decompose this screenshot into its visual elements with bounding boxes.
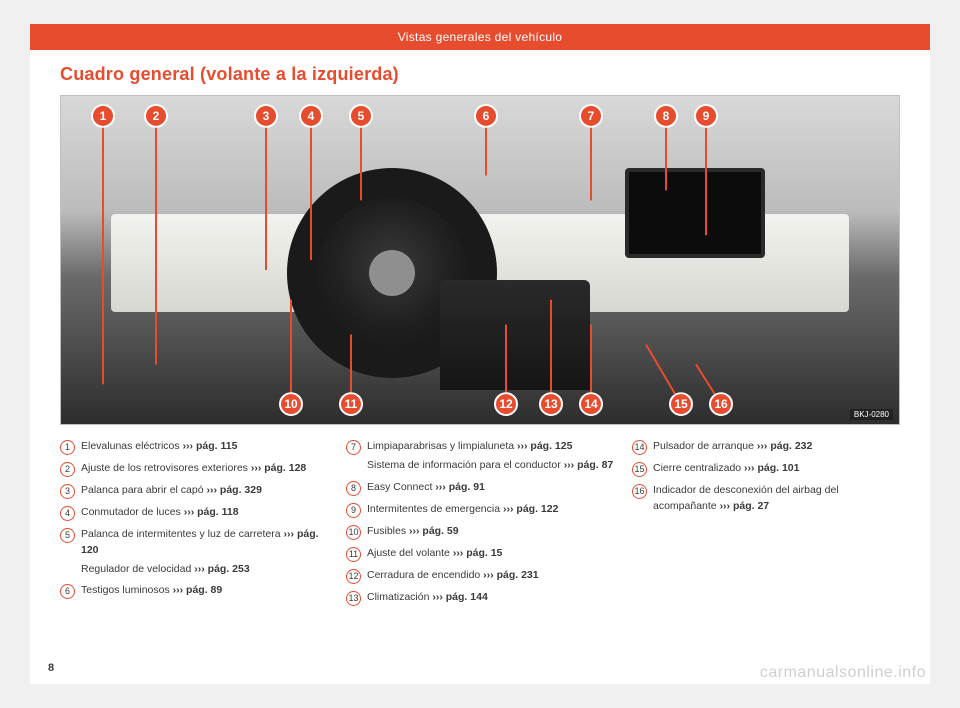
legend-subitem: Regulador de velocidad ››› pág. 253 (60, 562, 328, 578)
legend-text: Cierre centralizado ››› pág. 101 (653, 461, 900, 477)
page-ref: ››› pág. 128 (251, 462, 306, 474)
watermark: carmanualsonline.info (760, 664, 926, 682)
page-ref: ››› pág. 15 (453, 547, 503, 559)
center-console (440, 280, 590, 390)
legend-badge: 2 (60, 462, 75, 477)
legend-text: Fusibles ››› pág. 59 (367, 524, 614, 540)
legend-text: Limpiaparabrisas y limpialuneta ››› pág.… (367, 439, 614, 455)
legend-badge: 1 (60, 440, 75, 455)
svg-text:14: 14 (584, 397, 598, 411)
page-ref: ››› pág. 89 (173, 584, 223, 596)
page-ref: ››› pág. 144 (432, 591, 487, 603)
legend-col-1: 1 Elevalunas eléctricos ››› pág. 115 2 Ajus… (60, 439, 328, 612)
legend-item: 14 Pulsador de arranque ››› pág. 232 (632, 439, 900, 455)
legend-text: Cerradura de encendido ››› pág. 231 (367, 568, 614, 584)
legend-item: 12 Cerradura de encendido ››› pág. 231 (346, 568, 614, 584)
legend-badge: 10 (346, 525, 361, 540)
legend-item: 8 Easy Connect ››› pág. 91 (346, 480, 614, 496)
legend-badge: 11 (346, 547, 361, 562)
legend-badge: 3 (60, 484, 75, 499)
legend-badge: 4 (60, 506, 75, 521)
legend-item: 3 Palanca para abrir el capó ››› pág. 329 (60, 483, 328, 499)
svg-text:6: 6 (483, 109, 490, 123)
figure-code: BKJ-0280 (850, 409, 893, 420)
legend-item: 4 Conmutador de luces ››› pág. 118 (60, 505, 328, 521)
page-ref: ››› pág. 91 (435, 481, 485, 493)
legend-text: Elevalunas eléctricos ››› pág. 115 (81, 439, 328, 455)
legend-badge: 8 (346, 481, 361, 496)
section-header: Vistas generales del vehículo (30, 24, 930, 50)
legend-text: Indicador de desconexión del airbag del … (653, 483, 900, 515)
legend-col-3: 14 Pulsador de arranque ››› pág. 232 15 Cie… (632, 439, 900, 612)
legend-badge: 7 (346, 440, 361, 455)
legend-item: 5 Palanca de intermitentes y luz de carre… (60, 527, 328, 559)
legend-badge: 14 (632, 440, 647, 455)
legend-item: 6 Testigos luminosos ››› pág. 89 (60, 583, 328, 599)
legend-text: Conmutador de luces ››› pág. 118 (81, 505, 328, 521)
legend-item: 13 Climatización ››› pág. 144 (346, 590, 614, 606)
svg-text:8: 8 (663, 109, 670, 123)
legend-col-2: 7 Limpiaparabrisas y limpialuneta ››› pág… (346, 439, 614, 612)
svg-text:15: 15 (674, 397, 688, 411)
svg-text:4: 4 (308, 109, 315, 123)
svg-text:5: 5 (358, 109, 365, 123)
legend-text: Palanca para abrir el capó ››› pág. 329 (81, 483, 328, 499)
page-ref: ››› pág. 125 (517, 440, 572, 452)
page-title: Cuadro general (volante a la izquierda) (30, 50, 930, 95)
legend-text: Intermitentes de emergencia ››› pág. 122 (367, 502, 614, 518)
svg-text:9: 9 (703, 109, 710, 123)
legend-badge: 6 (60, 584, 75, 599)
legend-text: Pulsador de arranque ››› pág. 232 (653, 439, 900, 455)
legend-subitem: Sistema de información para el conductor… (346, 458, 614, 474)
page-ref: ››› pág. 231 (483, 569, 538, 581)
legend-item: 10 Fusibles ››› pág. 59 (346, 524, 614, 540)
svg-text:2: 2 (153, 109, 160, 123)
legend-item: 7 Limpiaparabrisas y limpialuneta ››› pág… (346, 439, 614, 455)
svg-text:16: 16 (714, 397, 728, 411)
legend-badge: 16 (632, 484, 647, 499)
legend-badge: 5 (60, 528, 75, 543)
legend-text: Palanca de intermitentes y luz de carret… (81, 527, 328, 559)
legend-badge: 13 (346, 591, 361, 606)
legend-item: 15 Cierre centralizado ››› pág. 101 (632, 461, 900, 477)
svg-text:7: 7 (588, 109, 595, 123)
legend-text: Ajuste de los retrovisores exteriores ››… (81, 461, 328, 477)
legend-item: 11 Ajuste del volante ››› pág. 15 (346, 546, 614, 562)
legend-badge: 15 (632, 462, 647, 477)
page-ref: ››› pág. 232 (757, 440, 812, 452)
dashboard-figure: 12345678910111213141516 BKJ-0280 (60, 95, 900, 425)
svg-text:1: 1 (100, 109, 107, 123)
legend-columns: 1 Elevalunas eléctricos ››› pág. 115 2 Ajus… (30, 435, 930, 612)
legend-item: 9 Intermitentes de emergencia ››› pág. 12… (346, 502, 614, 518)
legend-item: 2 Ajuste de los retrovisores exteriores ›… (60, 461, 328, 477)
svg-text:12: 12 (499, 397, 513, 411)
legend-text: Ajuste del volante ››› pág. 15 (367, 546, 614, 562)
legend-badge: 12 (346, 569, 361, 584)
page-ref: ››› pág. 59 (409, 525, 459, 537)
svg-text:10: 10 (284, 397, 298, 411)
legend-text: Easy Connect ››› pág. 91 (367, 480, 614, 496)
page-ref: ››› pág. 101 (744, 462, 799, 474)
legend-text: Testigos luminosos ››› pág. 89 (81, 583, 328, 599)
page-number: 8 (48, 662, 54, 674)
infotainment-screen (625, 168, 765, 258)
page-ref: ››› pág. 115 (183, 440, 238, 452)
legend-item: 1 Elevalunas eléctricos ››› pág. 115 (60, 439, 328, 455)
page-ref: ››› pág. 120 (81, 528, 319, 556)
svg-text:3: 3 (263, 109, 270, 123)
page-ref: ››› pág. 118 (184, 506, 239, 518)
manual-page: Vistas generales del vehículo Cuadro gen… (30, 24, 930, 684)
page-ref: ››› pág. 329 (207, 484, 262, 496)
legend-text: Climatización ››› pág. 144 (367, 590, 614, 606)
page-ref: ››› pág. 27 (720, 500, 770, 512)
svg-text:13: 13 (544, 397, 558, 411)
legend-badge: 9 (346, 503, 361, 518)
legend-item: 16 Indicador de desconexión del airbag de… (632, 483, 900, 515)
svg-text:11: 11 (345, 397, 358, 411)
page-ref: ››› pág. 122 (503, 503, 558, 515)
